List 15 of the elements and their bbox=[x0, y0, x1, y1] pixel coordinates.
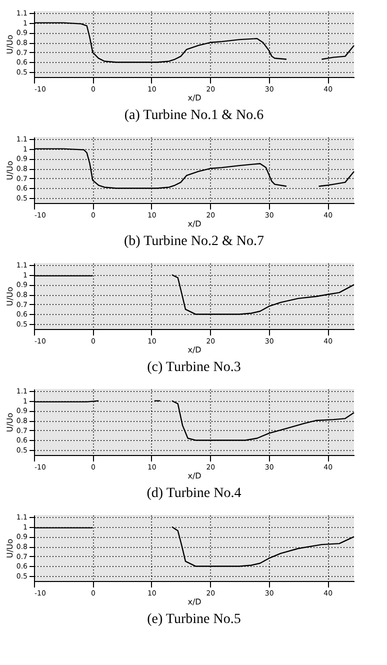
y-axis-title: U/Uo bbox=[5, 160, 14, 180]
text: (a) Turbine No.1 & No.6 bbox=[124, 108, 264, 123]
y-axis-title: U/Uo bbox=[5, 538, 14, 558]
text: (b) Turbine No.2 & No.7 bbox=[124, 234, 264, 249]
x-axis-title: x/D bbox=[188, 598, 202, 606]
x-axis-title: x/D bbox=[188, 472, 202, 480]
text: (e) Turbine No.5 bbox=[147, 612, 241, 627]
y-axis-title: U/Uo bbox=[5, 286, 14, 306]
text: (c) Turbine No.3 bbox=[147, 360, 241, 375]
y-axis-title: U/Uo bbox=[5, 34, 14, 54]
y-axis-title: U/Uo bbox=[5, 412, 14, 432]
x-axis-title: x/D bbox=[188, 94, 202, 102]
text: (d) Turbine No.4 bbox=[146, 486, 242, 501]
x-axis-title: x/D bbox=[188, 346, 202, 354]
x-axis-title: x/D bbox=[188, 220, 202, 228]
